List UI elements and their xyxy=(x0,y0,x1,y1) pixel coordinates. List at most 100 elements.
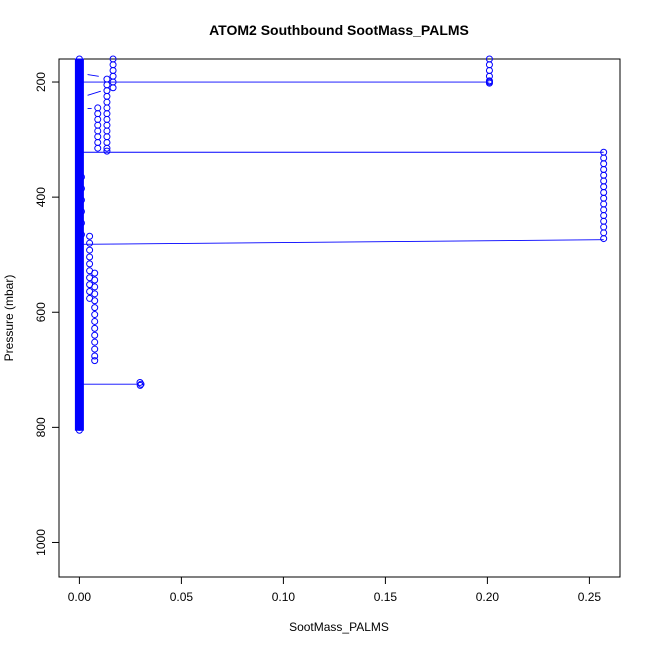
data-point xyxy=(600,223,608,231)
data-point xyxy=(75,426,83,434)
data-point xyxy=(600,189,608,197)
data-point xyxy=(86,253,94,261)
data-point xyxy=(75,164,83,172)
x-tick-label: 0.00 xyxy=(68,590,92,604)
data-point xyxy=(77,219,85,227)
data-point xyxy=(103,138,111,146)
data-point xyxy=(75,366,83,374)
data-point xyxy=(77,208,85,216)
data-point xyxy=(136,381,144,389)
data-point xyxy=(91,297,99,305)
connecting-line xyxy=(87,90,101,96)
x-tick-label: 0.05 xyxy=(170,590,194,604)
y-tick-label: 600 xyxy=(34,302,48,322)
data-point xyxy=(600,200,608,208)
data-point xyxy=(91,338,99,346)
x-tick-label: 0.25 xyxy=(578,590,602,604)
data-point xyxy=(103,81,111,89)
data-point xyxy=(86,260,94,268)
data-point xyxy=(91,345,99,353)
data-point xyxy=(600,229,608,237)
data-point xyxy=(103,147,111,155)
data-point xyxy=(600,166,608,174)
connecting-lines xyxy=(79,74,604,385)
data-point xyxy=(91,331,99,339)
data-point xyxy=(103,98,111,106)
data-point xyxy=(75,308,83,316)
data-point xyxy=(91,290,99,298)
data-point xyxy=(75,136,83,144)
connecting-line xyxy=(87,74,99,77)
x-axis: 0.00 0.05 0.10 0.15 0.20 0.25 xyxy=(68,576,602,604)
data-point xyxy=(109,84,117,92)
y-tick-label: 800 xyxy=(34,417,48,437)
data-point xyxy=(103,92,111,100)
data-point xyxy=(485,61,493,69)
chart-title: ATOM2 Southbound SootMass_PALMS xyxy=(209,22,469,38)
plot-frame xyxy=(58,58,621,578)
data-point xyxy=(94,104,102,112)
data-point xyxy=(94,115,102,123)
data-point xyxy=(103,110,111,118)
data-point xyxy=(77,196,85,204)
data-point xyxy=(103,121,111,129)
data-point xyxy=(91,324,99,332)
data-point xyxy=(103,75,111,83)
data-point xyxy=(86,239,94,247)
data-point xyxy=(600,183,608,191)
data-point xyxy=(91,311,99,319)
data-point xyxy=(91,276,99,284)
data-point xyxy=(600,194,608,202)
data-point xyxy=(109,72,117,80)
data-point xyxy=(600,154,608,162)
data-point xyxy=(91,283,99,291)
data-point xyxy=(91,304,99,312)
x-tick-label: 0.15 xyxy=(374,590,398,604)
data-point xyxy=(600,160,608,168)
data-point xyxy=(91,269,99,277)
data-point xyxy=(600,171,608,179)
data-point xyxy=(75,395,83,403)
data-point xyxy=(136,378,144,386)
data-point xyxy=(600,212,608,220)
data-point xyxy=(600,206,608,214)
data-point xyxy=(91,357,99,365)
data-point xyxy=(86,246,94,254)
data-point xyxy=(600,177,608,185)
y-tick-label: 400 xyxy=(34,187,48,207)
x-tick-label: 0.10 xyxy=(272,590,296,604)
x-tick-label: 0.20 xyxy=(476,590,500,604)
near-zero-point-cluster xyxy=(74,58,84,431)
data-point xyxy=(75,107,83,115)
data-point xyxy=(75,55,83,63)
data-point xyxy=(94,133,102,141)
data-point xyxy=(94,121,102,129)
data-point xyxy=(485,67,493,75)
data-point xyxy=(103,144,111,152)
data-point xyxy=(75,279,83,287)
data-point xyxy=(75,337,83,345)
data-point xyxy=(91,317,99,325)
data-point xyxy=(75,423,83,431)
data-point xyxy=(103,104,111,112)
data-point xyxy=(103,115,111,123)
data-point xyxy=(94,144,102,152)
y-axis-label: Pressure (mbar) xyxy=(2,275,16,362)
data-point xyxy=(75,78,83,86)
y-tick-label: 200 xyxy=(34,72,48,92)
data-point xyxy=(75,251,83,259)
data-point xyxy=(77,185,85,192)
data-point xyxy=(600,235,608,243)
connecting-line xyxy=(79,239,604,245)
data-points xyxy=(74,55,608,434)
data-point xyxy=(77,173,85,181)
data-point xyxy=(109,61,117,69)
data-point xyxy=(94,127,102,135)
data-point xyxy=(103,87,111,95)
data-point xyxy=(600,217,608,225)
data-point xyxy=(485,79,493,87)
data-point xyxy=(94,138,102,146)
data-point xyxy=(103,127,111,135)
data-point xyxy=(77,231,85,239)
